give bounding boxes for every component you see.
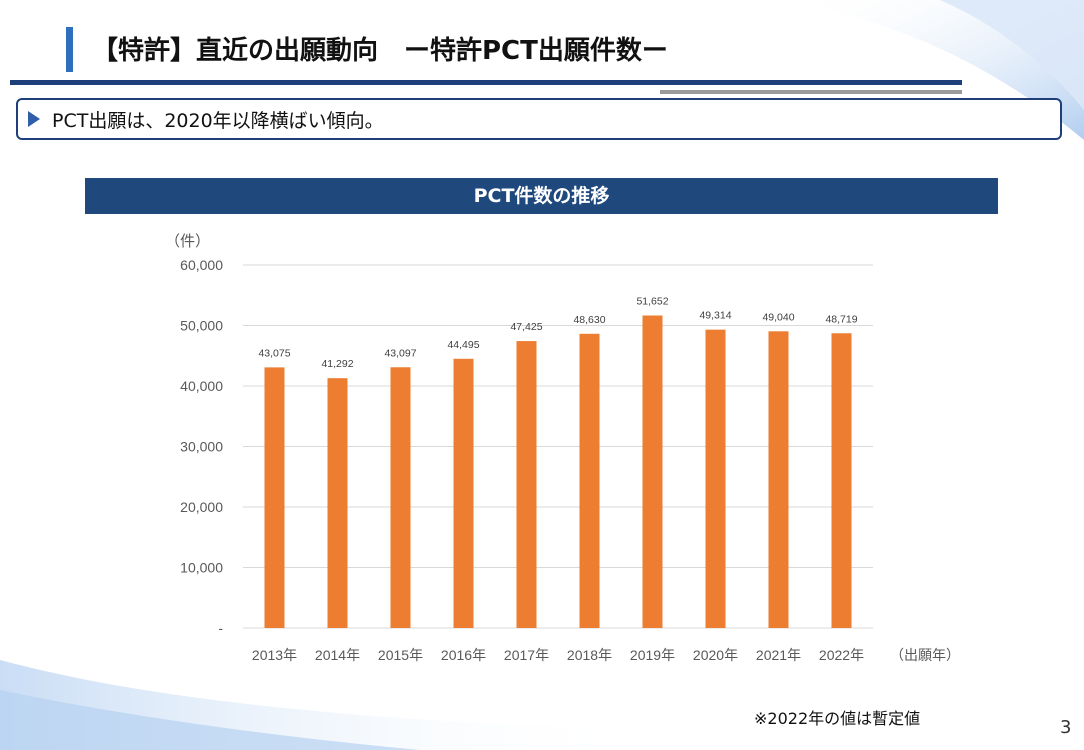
bar-value-label: 48,630 (573, 314, 605, 326)
x-tick-label: 2019年 (630, 647, 675, 663)
x-tick-label: 2016年 (441, 647, 486, 663)
x-tick-label: 2018年 (567, 647, 612, 663)
bar (453, 358, 474, 628)
x-tick-label: 2020年 (693, 647, 738, 663)
bar (390, 367, 411, 628)
summary-text: PCT出願は、2020年以降横ばい傾向。 (52, 110, 384, 132)
summary-box: PCT出願は、2020年以降横ばい傾向。 (16, 98, 1062, 140)
x-tick-label: 2017年 (504, 647, 549, 663)
bar (831, 333, 852, 628)
y-tick-label: 40,000 (180, 378, 223, 394)
y-tick-label: 50,000 (180, 318, 223, 334)
bar-value-label: 41,292 (321, 358, 353, 370)
y-tick-label: - (218, 620, 223, 636)
bar (579, 333, 600, 628)
bar-value-label: 49,314 (699, 310, 731, 322)
title-underline (10, 80, 962, 85)
bar (705, 329, 726, 628)
triangle-bullet-icon (28, 111, 40, 127)
bar-value-label: 43,075 (258, 347, 290, 359)
bar-value-label: 44,495 (447, 339, 479, 351)
y-tick-label: 30,000 (180, 439, 223, 455)
bar (768, 331, 789, 628)
x-tick-label: 2014年 (315, 647, 360, 663)
bar-value-label: 48,719 (825, 313, 857, 325)
x-axis-label: （出願年） (890, 647, 960, 663)
bar-value-label: 47,425 (510, 321, 542, 333)
page-number: 3 (1060, 717, 1072, 738)
title-underline-accent (660, 90, 962, 94)
x-tick-label: 2013年 (252, 647, 297, 663)
chart-header: PCT件数の推移 (85, 178, 998, 214)
x-tick-label: 2015年 (378, 647, 423, 663)
bar (327, 378, 348, 628)
bar-value-label: 51,652 (636, 296, 668, 308)
slide-title: 【特許】直近の出願動向 ー特許PCT出願件数ー (92, 36, 668, 66)
bar (642, 315, 663, 628)
bar (516, 341, 537, 628)
bar (264, 367, 285, 628)
y-tick-label: 20,000 (180, 499, 223, 515)
title-accent-bar (66, 27, 73, 72)
footnote: ※2022年の値は暫定値 (754, 709, 921, 728)
x-tick-label: 2022年 (819, 647, 864, 663)
bar-value-label: 43,097 (384, 347, 416, 359)
y-axis-label: （件） (165, 233, 210, 250)
y-tick-label: 60,000 (180, 257, 223, 273)
bar-value-label: 49,040 (762, 311, 794, 323)
y-tick-label: 10,000 (180, 560, 223, 576)
x-tick-label: 2021年 (756, 647, 801, 663)
